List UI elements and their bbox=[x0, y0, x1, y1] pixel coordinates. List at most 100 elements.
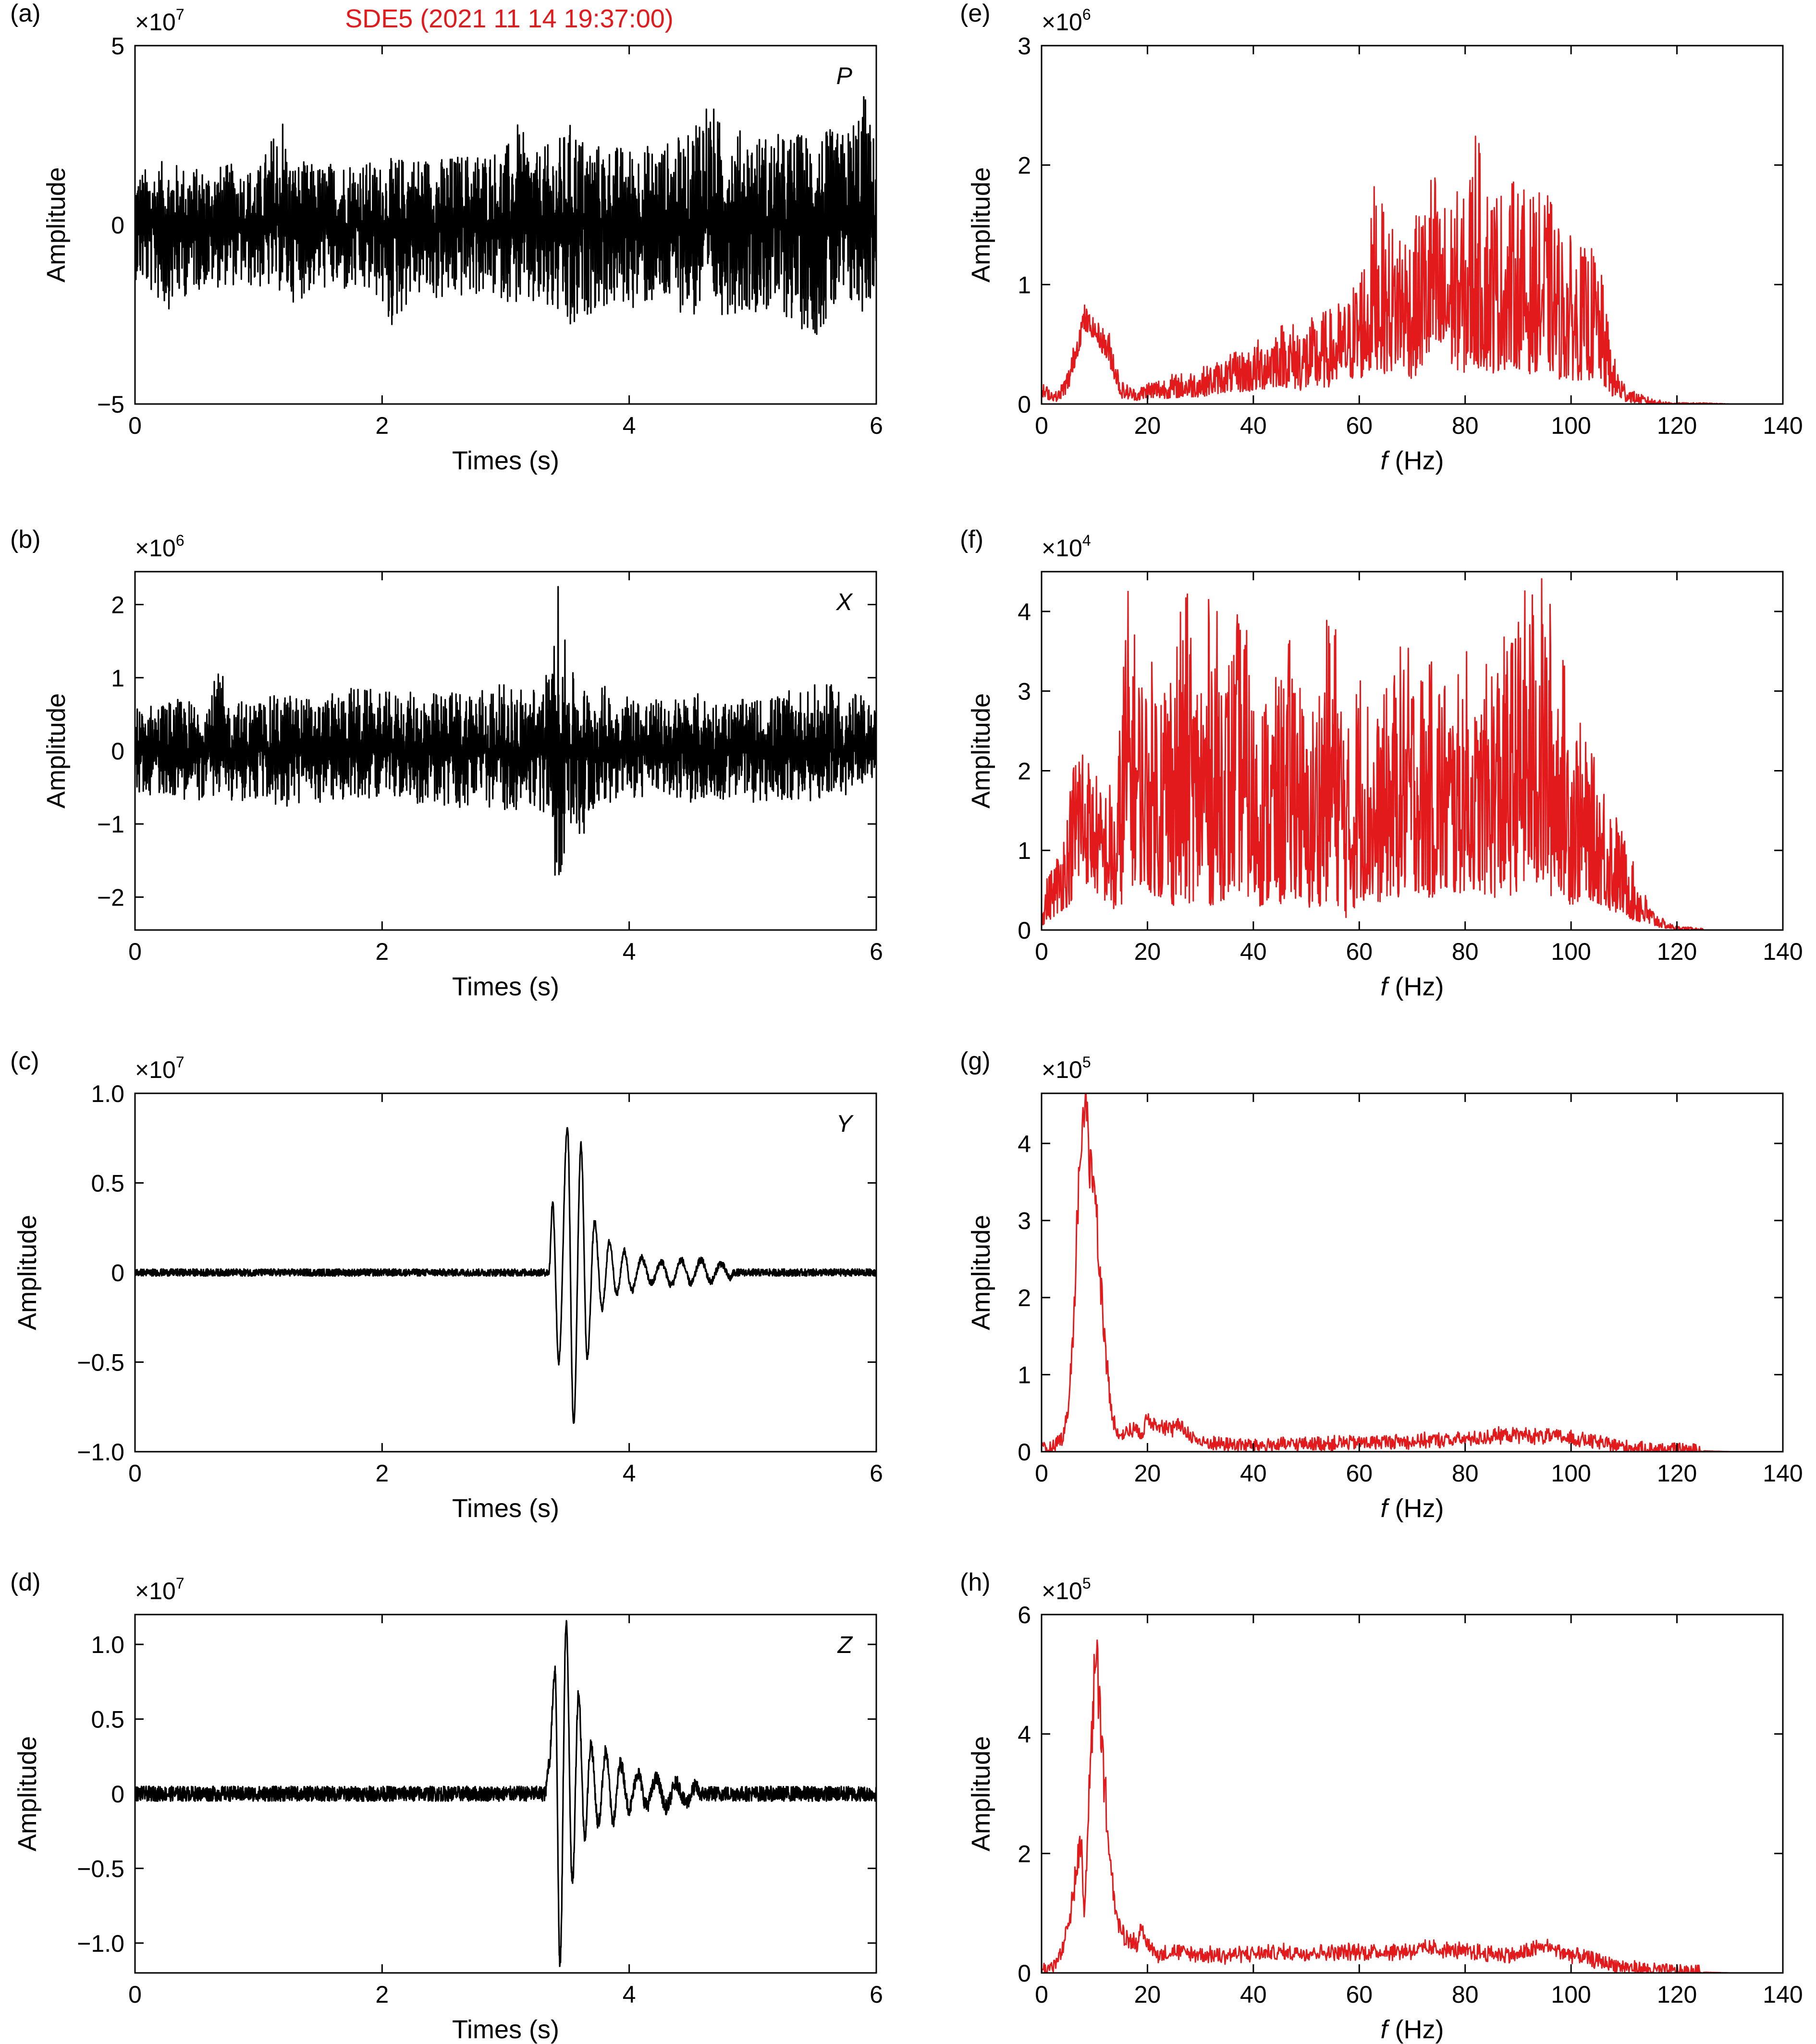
x-tick-label: 0 bbox=[128, 1981, 142, 2008]
exponent-label: ×107 bbox=[135, 1053, 184, 1083]
y-axis-title: Amplitude bbox=[967, 693, 995, 808]
series-line bbox=[1042, 135, 1730, 404]
panel-label: (c) bbox=[10, 1047, 39, 1075]
x-tick-label: 80 bbox=[1452, 1981, 1479, 2008]
exponent-base: ×10 bbox=[135, 1056, 176, 1083]
x-tick-label: 80 bbox=[1452, 1460, 1479, 1487]
y-tick-label: 1 bbox=[1018, 271, 1031, 298]
x-tick-label: 6 bbox=[870, 412, 883, 439]
y-tick-label: 1.0 bbox=[91, 1631, 124, 1658]
series-line bbox=[135, 1620, 876, 1967]
x-tick-label: 40 bbox=[1240, 1460, 1267, 1487]
x-tick-label: 80 bbox=[1452, 412, 1479, 439]
exponent-base: ×10 bbox=[135, 9, 176, 36]
exponent-base: ×10 bbox=[1042, 535, 1082, 562]
y-axis-title: Amplitude bbox=[42, 167, 71, 282]
y-tick-label: 0.5 bbox=[91, 1706, 124, 1733]
exponent-power: 7 bbox=[176, 1053, 184, 1071]
exponent-power: 7 bbox=[176, 1575, 184, 1592]
y-tick-label: 2 bbox=[1018, 1840, 1031, 1867]
x-tick-label: 120 bbox=[1657, 1460, 1697, 1487]
x-tick-label: 120 bbox=[1657, 938, 1697, 965]
series-line bbox=[135, 586, 876, 876]
y-tick-label: 1 bbox=[111, 665, 124, 692]
x-tick-label: 0 bbox=[1035, 1981, 1048, 2008]
x-tick-label: 0 bbox=[128, 938, 142, 965]
component-label: X bbox=[836, 588, 853, 615]
y-tick-label: −0.5 bbox=[77, 1349, 124, 1376]
x-tick-label: 100 bbox=[1551, 1460, 1591, 1487]
panel-h: 0 20 40 60 80 100 120 140 0 2 4 6 f (Hz) Amplitude (h)… bbox=[960, 1568, 1803, 2044]
x-tick-label: 4 bbox=[623, 1981, 636, 2008]
x-tick-label: 2 bbox=[375, 412, 389, 439]
component-label: Y bbox=[836, 1110, 854, 1137]
panel-g: 0 20 40 60 80 100 120 140 0 1 2 3 4 f (Hz) Amplitude (g… bbox=[960, 1047, 1803, 1523]
exponent-base: ×10 bbox=[1042, 9, 1082, 36]
panel-label: (h) bbox=[960, 1568, 991, 1596]
exponent-label: ×106 bbox=[135, 532, 184, 562]
exponent-base: ×10 bbox=[1042, 1056, 1082, 1083]
x-tick-label: 60 bbox=[1346, 1981, 1373, 2008]
x-tick-label: 0 bbox=[128, 412, 142, 439]
x-tick-label: 40 bbox=[1240, 1981, 1267, 2008]
y-tick-label: 1 bbox=[1018, 837, 1031, 864]
x-axis-title: Times (s) bbox=[452, 446, 559, 475]
x-tick-label: 4 bbox=[623, 1460, 636, 1487]
exponent-base: ×10 bbox=[135, 535, 176, 562]
y-tick-label: 1 bbox=[1018, 1362, 1031, 1389]
y-tick-label: 4 bbox=[1018, 1721, 1031, 1748]
x-axis-title-symbol: f bbox=[1381, 972, 1390, 1001]
panel-label: (a) bbox=[10, 0, 41, 27]
x-tick-label: 100 bbox=[1551, 412, 1591, 439]
exponent-label: ×107 bbox=[135, 1575, 184, 1604]
x-axis-title: f (Hz) bbox=[1381, 2015, 1444, 2044]
x-tick-label: 60 bbox=[1346, 412, 1373, 439]
x-tick-label: 4 bbox=[623, 412, 636, 439]
x-tick-label: 0 bbox=[1035, 412, 1048, 439]
y-tick-label: −1.0 bbox=[77, 1439, 124, 1466]
x-axis-title-unit: (Hz) bbox=[1388, 2015, 1444, 2044]
y-tick-label: 4 bbox=[1018, 599, 1031, 625]
x-tick-label: 120 bbox=[1657, 412, 1697, 439]
component-label: Z bbox=[837, 1631, 853, 1658]
y-tick-label: 3 bbox=[1018, 1208, 1031, 1235]
exponent-power: 6 bbox=[1082, 6, 1091, 23]
exponent-power: 7 bbox=[176, 6, 184, 23]
x-axis-title-symbol: f bbox=[1381, 1494, 1390, 1523]
x-axis-title-unit: (Hz) bbox=[1388, 972, 1444, 1001]
x-tick-label: 2 bbox=[375, 1981, 389, 2008]
x-tick-label: 40 bbox=[1240, 938, 1267, 965]
panel-label: (b) bbox=[10, 526, 41, 553]
x-tick-label: 2 bbox=[375, 938, 389, 965]
y-tick-label: 6 bbox=[1018, 1602, 1031, 1628]
y-tick-label: 0 bbox=[1018, 1960, 1031, 1987]
series-line bbox=[1042, 1093, 1730, 1452]
plot-frame bbox=[1041, 1092, 1784, 1453]
x-tick-label: 20 bbox=[1134, 412, 1161, 439]
series-line bbox=[135, 96, 876, 335]
component-label: P bbox=[836, 62, 853, 89]
y-tick-label: 0 bbox=[111, 1781, 124, 1808]
y-tick-label: 0 bbox=[1018, 917, 1031, 944]
y-tick-label: −1 bbox=[97, 811, 124, 838]
x-axis-title: f (Hz) bbox=[1381, 446, 1444, 475]
exponent-power: 6 bbox=[176, 532, 184, 549]
panel-c: 0 2 4 6 −1.0 −0.5 0 0.5 1.0 Times (s) Amplitude (c)… bbox=[10, 1047, 883, 1523]
y-tick-label: 0 bbox=[111, 738, 124, 765]
plot-frame bbox=[1041, 571, 1784, 931]
x-axis-title: f (Hz) bbox=[1381, 972, 1444, 1001]
x-tick-label: 2 bbox=[375, 1460, 389, 1487]
y-axis-title: Amplitude bbox=[13, 1215, 42, 1330]
y-tick-label: 2 bbox=[1018, 758, 1031, 784]
y-tick-label: −1.0 bbox=[77, 1930, 124, 1957]
y-tick-label: 3 bbox=[1018, 33, 1031, 60]
y-tick-label: −5 bbox=[97, 391, 124, 418]
exponent-power: 5 bbox=[1082, 1575, 1091, 1592]
y-axis-title: Amplitude bbox=[967, 1736, 995, 1851]
y-axis-title: Amplitude bbox=[967, 1215, 995, 1330]
x-tick-label: 60 bbox=[1346, 938, 1373, 965]
y-tick-label: −2 bbox=[97, 884, 124, 911]
exponent-label: ×104 bbox=[1042, 532, 1091, 562]
